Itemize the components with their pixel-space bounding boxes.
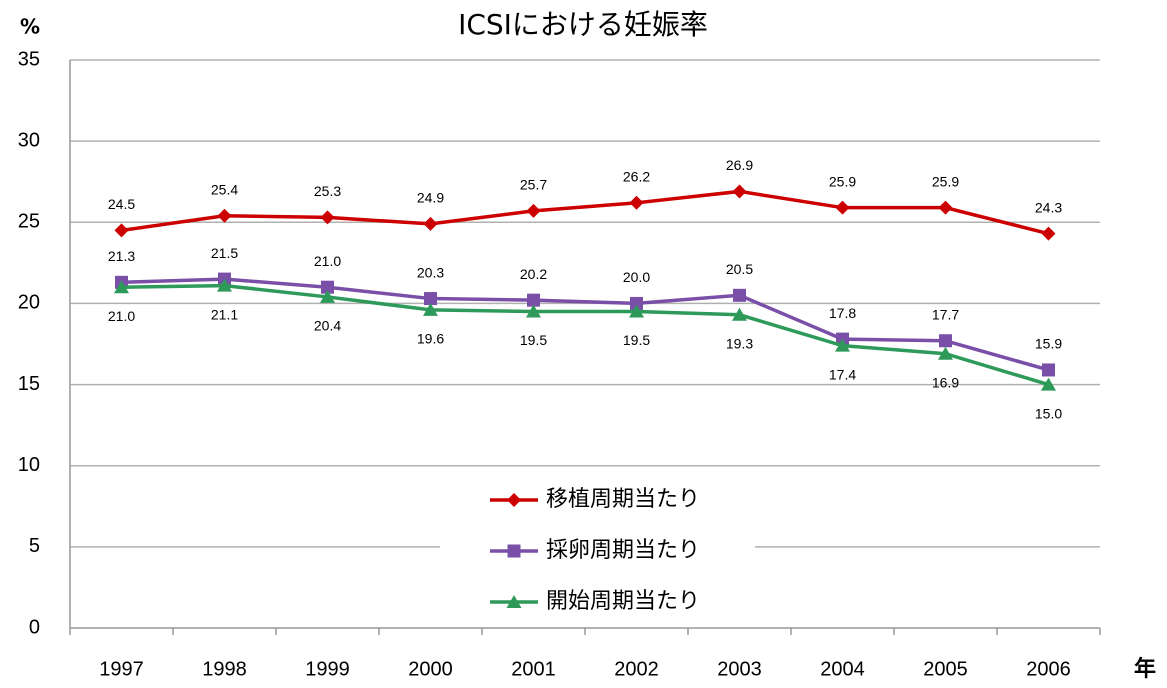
data-label: 21.3 xyxy=(108,248,135,264)
data-label: 24.3 xyxy=(1035,199,1062,215)
data-label: 20.3 xyxy=(417,264,444,280)
marker xyxy=(629,195,644,210)
marker xyxy=(835,338,850,352)
marker xyxy=(114,223,129,238)
marker xyxy=(320,210,335,225)
x-tick-label: 1997 xyxy=(99,658,144,680)
data-label: 25.4 xyxy=(211,181,238,197)
marker xyxy=(1041,226,1056,241)
marker xyxy=(526,203,541,218)
chart-title: ICSIにおける妊娠率 xyxy=(458,8,708,41)
marker xyxy=(320,289,335,303)
marker xyxy=(424,292,437,306)
series-line xyxy=(121,277,1049,372)
data-label: 21.0 xyxy=(314,253,341,269)
data-label: 19.6 xyxy=(417,331,444,347)
marker xyxy=(630,296,643,310)
data-label: 15.9 xyxy=(1035,336,1062,352)
x-tick-label: 1999 xyxy=(305,658,350,680)
y-tick-label: 10 xyxy=(18,454,40,476)
marker xyxy=(321,280,334,294)
marker xyxy=(939,334,952,348)
data-label: 21.0 xyxy=(108,308,135,324)
y-tick-label: 20 xyxy=(18,292,40,314)
series-line xyxy=(121,283,1050,387)
data-label: 17.8 xyxy=(829,305,856,321)
marker xyxy=(733,288,746,302)
data-label: 20.2 xyxy=(520,266,547,282)
marker xyxy=(1041,377,1056,391)
marker xyxy=(732,307,747,321)
y-tick-label: 35 xyxy=(18,48,40,70)
legend-label: 開始周期当たり xyxy=(546,589,700,614)
x-tick-label: 1998 xyxy=(202,658,247,680)
data-label: 25.3 xyxy=(314,183,341,199)
data-label: 21.1 xyxy=(211,306,238,322)
marker xyxy=(526,304,541,318)
x-tick-label: 2005 xyxy=(923,658,968,680)
data-label: 19.3 xyxy=(726,335,753,351)
y-tick-label: 5 xyxy=(29,535,40,557)
series-line xyxy=(121,189,1049,236)
y-axis-label: % xyxy=(20,15,40,39)
x-tick-label: 2004 xyxy=(820,658,865,680)
data-label: 19.5 xyxy=(623,332,650,348)
data-label: 17.4 xyxy=(829,366,856,382)
legend-label: 採卵周期当たり xyxy=(546,538,700,563)
x-tick-label: 2000 xyxy=(408,658,453,680)
data-label: 24.9 xyxy=(417,190,444,206)
marker xyxy=(938,200,953,215)
marker xyxy=(1042,363,1055,377)
y-tick-label: 30 xyxy=(18,129,40,151)
marker xyxy=(507,493,521,507)
data-label: 17.7 xyxy=(932,306,959,322)
marker xyxy=(527,293,540,307)
data-label: 21.5 xyxy=(211,245,238,261)
marker xyxy=(217,208,232,223)
data-label: 24.5 xyxy=(108,196,135,212)
marker xyxy=(114,280,129,294)
x-axis-label: 年 xyxy=(1134,656,1156,682)
marker xyxy=(423,216,438,231)
data-label: 26.2 xyxy=(623,169,650,185)
marker xyxy=(507,544,521,558)
x-tick-label: 2002 xyxy=(614,658,659,680)
marker xyxy=(938,346,953,360)
marker xyxy=(506,595,522,608)
data-label: 26.9 xyxy=(726,157,753,173)
marker xyxy=(423,302,438,316)
data-label: 20.5 xyxy=(726,261,753,277)
marker xyxy=(732,184,747,199)
x-tick-label: 2003 xyxy=(717,658,762,680)
marker xyxy=(217,278,232,292)
y-tick-label: 0 xyxy=(29,616,40,638)
x-tick-label: 2001 xyxy=(511,658,556,680)
data-label: 25.9 xyxy=(829,173,856,189)
y-tick-label: 25 xyxy=(18,211,40,233)
data-label: 16.9 xyxy=(932,374,959,390)
data-label: 20.0 xyxy=(623,269,650,285)
data-label: 19.5 xyxy=(520,332,547,348)
data-label: 15.0 xyxy=(1035,405,1062,421)
data-label: 20.4 xyxy=(314,318,341,334)
x-tick-label: 2006 xyxy=(1026,658,1071,680)
y-tick-label: 15 xyxy=(18,373,40,395)
data-label: 25.9 xyxy=(932,173,959,189)
legend-label: 移植周期当たり xyxy=(546,487,700,512)
data-label: 25.7 xyxy=(520,177,547,193)
marker xyxy=(629,304,644,318)
marker xyxy=(835,200,850,215)
